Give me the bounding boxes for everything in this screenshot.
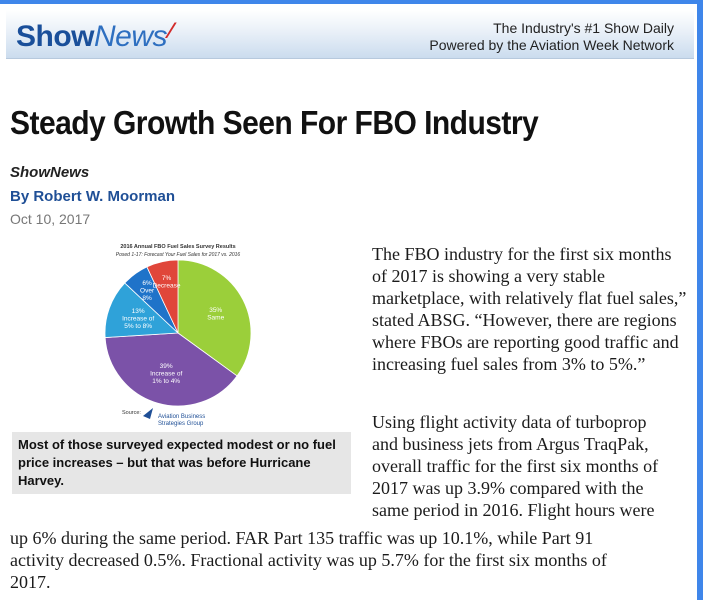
pie-chart-image: 2016 Annual FBO Fuel Sales Survey Result… [12,238,351,428]
paragraph-2-line: 2017 was up 3.9% compared with the [372,478,644,498]
pie-slice-label: 39% Increase of 1% to 4% [150,363,182,385]
logo-swoosh-icon: ⁄ [169,18,173,43]
pie-slice-label: 35% Same [207,307,224,322]
paragraph-2-line: overall traffic for the first six months… [372,456,659,476]
tagline-line-1: The Industry's #1 Show Daily [493,20,674,36]
pie-slice [104,282,179,339]
pie-slice-label: 13% Increase of 5% to 8% [122,308,154,330]
banner-tagline: The Industry's #1 Show Daily Powered by … [429,20,674,54]
pie-slice-label: 6% Over 8% [140,280,155,302]
site-banner: ShowNews⁄ The Industry's #1 Show Daily P… [6,10,694,59]
article-figure: 2016 Annual FBO Fuel Sales Survey Result… [12,238,351,494]
chart-source-label: Source: [122,410,141,416]
article-byline[interactable]: By Robert W. Moorman [10,188,176,205]
article-paragraph-1: The FBO industry for the first six month… [372,244,687,374]
pie-chart: 2016 Annual FBO Fuel Sales Survey Result… [104,244,252,427]
article-paragraph-2-column: Using flight activity data of turboprop … [372,411,690,521]
article-source: ShowNews [10,164,90,181]
tagline-line-2: Powered by the Aviation Week Network [429,37,674,53]
paragraph-2-line: same period in 2016. Flight hours were [372,500,655,520]
paragraph-2-line: and business jets from Argus TraqPak, [372,434,649,454]
absg-logo-icon [143,408,153,419]
figure-caption: Most of those surveyed expected modest o… [12,432,351,494]
chart-source-org-line-2: Strategies Group [158,421,204,427]
pie-slice [177,259,252,377]
right-accent-bar [697,0,703,600]
top-accent-line [0,0,703,4]
article-paragraph-2-continued: up 6% during the same period. FAR Part 1… [10,527,690,593]
chart-subtitle: Posed 1-17: Forecast Your Fuel Sales for… [116,252,241,258]
paragraph-2-line: Using flight activity data of turboprop [372,412,647,432]
pie-slice [146,259,179,334]
paragraph-2-line: up 6% during the same period. FAR Part 1… [10,528,594,548]
article-headline: Steady Growth Seen For FBO Industry [10,104,539,141]
paragraph-2-line: activity decreased 0.5%. Fractional acti… [10,550,607,570]
shownews-logo[interactable]: ShowNews⁄ [16,18,173,53]
pie-slice-label: 7% Decrease [153,275,181,290]
article-date: Oct 10, 2017 [10,211,91,227]
paragraph-2-line: 2017. [10,572,51,592]
chart-title: 2016 Annual FBO Fuel Sales Survey Result… [120,244,235,250]
chart-source-org-line-1: Aviation Business [158,414,205,420]
pie-slice [104,332,238,407]
